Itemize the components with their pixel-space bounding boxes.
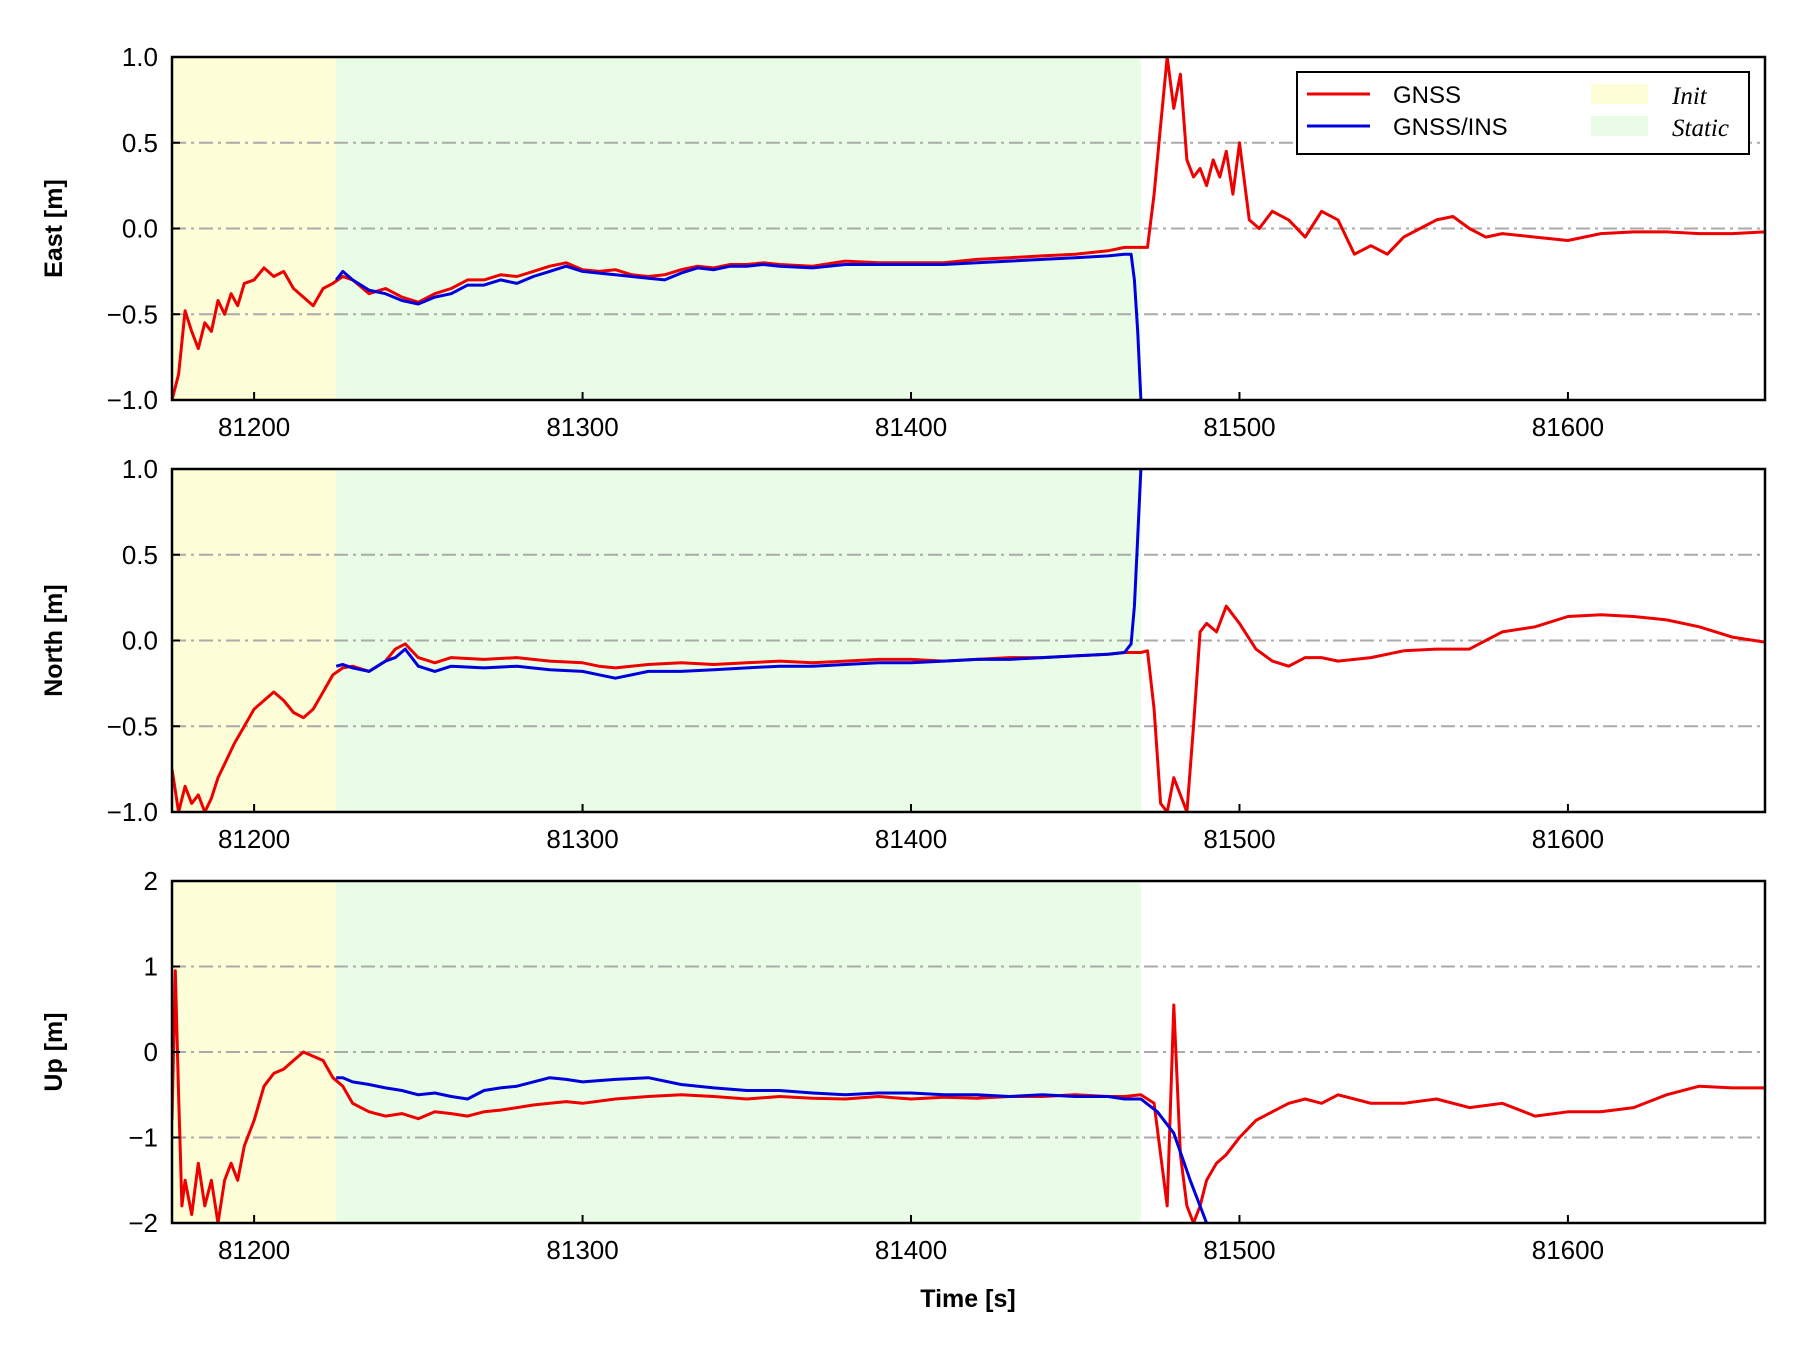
- panel-2: 81200 81300 81400 81500 81600 −2 −1 0 1 2 Up [m]: [40, 866, 1767, 1265]
- series-group-0: [172, 57, 1765, 400]
- x-tick-label-1-2: 81400: [875, 824, 947, 854]
- series-gnss-0: [172, 57, 1765, 400]
- x-tick-label-2-2: 81400: [875, 1235, 947, 1265]
- y-tick-label-2-3: 1: [144, 952, 158, 982]
- y-tick-label-1-2: 0.0: [122, 626, 158, 656]
- y-tick-label-2-4: 2: [144, 866, 158, 896]
- x-tick-label-1-4: 81600: [1532, 824, 1604, 854]
- y-tick-label-0-2: 0.0: [122, 214, 158, 244]
- panel-0: 81200 81300 81400 81500 81600 −1.0 −0.5 0.0 0.5 1…: [40, 42, 1767, 442]
- legend-swatch-init: [1591, 84, 1648, 104]
- y-tick-label-0-3: 0.5: [122, 128, 158, 158]
- legend-label-static: Static: [1672, 115, 1729, 142]
- series-gnss-2: [172, 969, 1765, 1223]
- panels: 81200 81300 81400 81500 81600 −1.0 −0.5 0.0 0.5 1…: [40, 42, 1767, 1265]
- series-gnss-ins-2: [336, 1076, 1209, 1223]
- legend-label-init: Init: [1671, 83, 1708, 110]
- x-tick-label-2-3: 81500: [1203, 1235, 1275, 1265]
- legend-box: [1296, 71, 1750, 155]
- x-tick-label-2-0: 81200: [218, 1235, 290, 1265]
- legend-label-gnss-ins: GNSS/INS: [1393, 114, 1508, 141]
- panel-1: 81200 81300 81400 81500 81600 −1.0 −0.5 0.0 0.5 1…: [40, 454, 1767, 854]
- y-tick-label-0-1: −0.5: [107, 299, 158, 329]
- x-tick-label-2-4: 81600: [1532, 1235, 1604, 1265]
- y-tick-label-1-1: −0.5: [107, 711, 158, 741]
- x-tick-label-0-4: 81600: [1532, 412, 1604, 442]
- y-tick-label-1-3: 0.5: [122, 540, 158, 570]
- legend-swatch-static: [1591, 116, 1648, 136]
- x-tick-label-1-0: 81200: [218, 824, 290, 854]
- y-tick-label-2-2: 0: [144, 1037, 158, 1067]
- y-tick-label-0-0: −1.0: [107, 385, 158, 415]
- series-group-1: [172, 469, 1765, 812]
- x-tick-label-0-2: 81400: [875, 412, 947, 442]
- x-tick-label-2-1: 81300: [546, 1235, 618, 1265]
- y-tick-label-2-0: −2: [128, 1208, 158, 1238]
- legend-label-gnss: GNSS: [1393, 82, 1461, 109]
- series-gnss-1: [172, 604, 1765, 812]
- y-axis-label-2: Up [m]: [40, 1012, 68, 1091]
- x-tick-label-0-3: 81500: [1203, 412, 1275, 442]
- x-tick-label-1-1: 81300: [546, 824, 618, 854]
- x-tick-label-1-3: 81500: [1203, 824, 1275, 854]
- series-gnss-ins-0: [335, 252, 1143, 400]
- y-axis-label-1: North [m]: [40, 584, 68, 696]
- x-tick-label-0-0: 81200: [218, 412, 290, 442]
- y-tick-label-2-1: −1: [128, 1123, 158, 1153]
- legend: GNSS GNSS/INS Init Static: [1296, 71, 1750, 155]
- series-group-2: [172, 969, 1765, 1223]
- y-axis-label-0: East [m]: [40, 179, 68, 278]
- y-tick-label-1-0: −1.0: [107, 797, 158, 827]
- y-tick-label-1-4: 1.0: [122, 454, 158, 484]
- series-gnss-ins-1: [335, 469, 1143, 680]
- x-axis-label: Time [s]: [920, 1285, 1015, 1313]
- x-tick-label-0-1: 81300: [546, 412, 618, 442]
- y-tick-label-0-4: 1.0: [122, 42, 158, 72]
